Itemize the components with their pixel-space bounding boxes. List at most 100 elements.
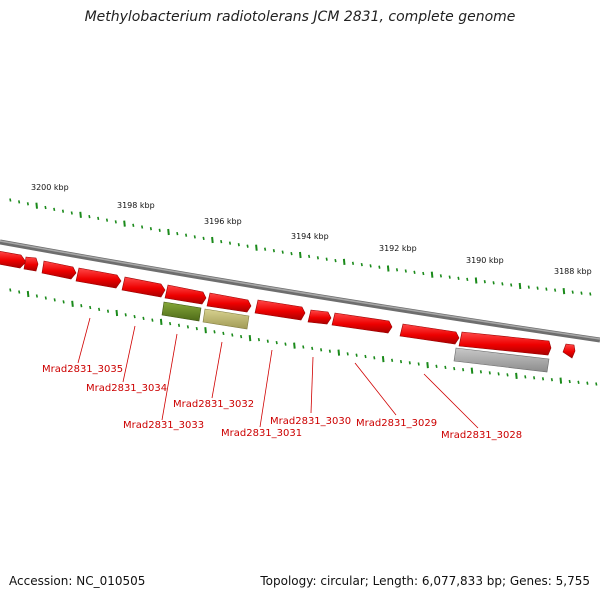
minor-tick (466, 277, 469, 282)
inner-scale-ticks (9, 288, 598, 386)
minor-tick (213, 330, 216, 334)
major-tick (167, 228, 170, 236)
scale-label: 3188 kbp (554, 267, 592, 276)
minor-tick (435, 364, 438, 368)
leader-line (310, 356, 314, 414)
minor-tick (9, 288, 12, 292)
minor-tick (240, 334, 243, 339)
major-tick (474, 277, 478, 284)
minor-tick (272, 249, 275, 253)
minor-tick (320, 348, 323, 352)
minor-tick (308, 254, 311, 259)
gene-feature[interactable] (121, 276, 166, 298)
gene-label[interactable]: Mrad2831_3028 (441, 430, 522, 441)
gene-label[interactable]: Mrad2831_3029 (356, 418, 437, 429)
minor-tick (457, 276, 460, 280)
genome-summary-text: Topology: circular; Length: 6,077,833 bp… (260, 574, 590, 588)
gene-feature[interactable] (562, 343, 576, 359)
leader-line (77, 317, 91, 364)
minor-tick (586, 381, 589, 385)
minor-tick (266, 339, 269, 343)
minor-tick (186, 325, 189, 329)
scale-label: 3190 kbp (466, 256, 504, 265)
minor-tick (44, 205, 47, 210)
minor-tick (53, 298, 56, 302)
scale-label: 3200 kbp (31, 183, 69, 192)
minor-tick (453, 366, 456, 371)
major-tick (299, 251, 302, 259)
gene-feature[interactable] (331, 312, 393, 334)
major-tick (426, 362, 429, 369)
minor-tick (237, 243, 240, 247)
leader-line (122, 325, 136, 383)
minor-tick (26, 202, 29, 206)
minor-tick (149, 227, 152, 231)
gene-label[interactable]: Mrad2831_3032 (173, 399, 254, 410)
rna-feature[interactable] (202, 308, 250, 330)
minor-tick (325, 257, 328, 261)
leader-line (423, 373, 479, 429)
minor-tick (439, 274, 442, 278)
major-tick (26, 290, 30, 298)
genome-backbone (0, 239, 600, 343)
minor-tick (360, 262, 363, 267)
minor-tick (391, 358, 394, 362)
minor-tick (53, 207, 56, 212)
gene-label[interactable]: Mrad2831_3033 (123, 420, 204, 431)
minor-tick (231, 333, 234, 337)
minor-tick (334, 258, 337, 263)
gene-feature[interactable] (206, 292, 252, 313)
minor-tick (580, 291, 583, 295)
minor-tick (328, 349, 331, 353)
gene-features (0, 251, 576, 373)
minor-tick (220, 239, 223, 244)
minor-tick (257, 337, 260, 342)
scale-labels: 3200 kbp 3198 kbp 3196 kbp 3194 kbp 3192… (31, 183, 592, 276)
minor-tick (281, 250, 284, 254)
major-tick (562, 288, 566, 295)
gene-label[interactable]: Mrad2831_3031 (221, 428, 302, 439)
minor-tick (497, 372, 500, 376)
minor-tick (488, 371, 491, 375)
minor-tick (275, 340, 278, 345)
minor-tick (536, 286, 539, 290)
minor-tick (399, 359, 403, 364)
minor-tick (417, 362, 420, 366)
minor-tick (124, 313, 127, 317)
gene-feature[interactable] (0, 251, 27, 269)
gene-feature[interactable] (23, 256, 39, 272)
gene-feature[interactable] (307, 309, 332, 325)
minor-tick (246, 244, 249, 248)
gene-feature[interactable] (458, 331, 552, 356)
minor-tick (316, 256, 319, 260)
gene-label[interactable]: Mrad2831_3030 (270, 416, 351, 427)
major-tick (71, 300, 74, 307)
rna-feature[interactable] (161, 301, 202, 322)
minor-tick (373, 356, 376, 360)
minor-tick (9, 198, 12, 202)
gene-feature[interactable] (75, 267, 122, 289)
minor-tick (351, 261, 355, 265)
gene-feature[interactable] (164, 284, 207, 305)
minor-tick (533, 376, 536, 380)
major-tick (559, 377, 563, 384)
scale-label: 3198 kbp (117, 201, 155, 210)
minor-tick (550, 378, 553, 382)
minor-tick (462, 368, 465, 372)
gene-label[interactable]: Mrad2831_3035 (42, 364, 123, 375)
gene-feature[interactable] (254, 299, 306, 321)
minor-tick (524, 375, 527, 379)
pseudogene-feature[interactable] (453, 347, 550, 373)
minor-tick (18, 200, 21, 204)
gene-feature[interactable] (399, 323, 460, 345)
minor-tick (422, 271, 425, 276)
leader-line (211, 341, 223, 399)
minor-tick (176, 231, 179, 236)
gene-feature[interactable] (41, 260, 77, 280)
gene-label[interactable]: Mrad2831_3034 (86, 383, 167, 394)
major-tick (255, 244, 258, 251)
minor-tick (444, 365, 447, 370)
major-tick (515, 372, 518, 379)
